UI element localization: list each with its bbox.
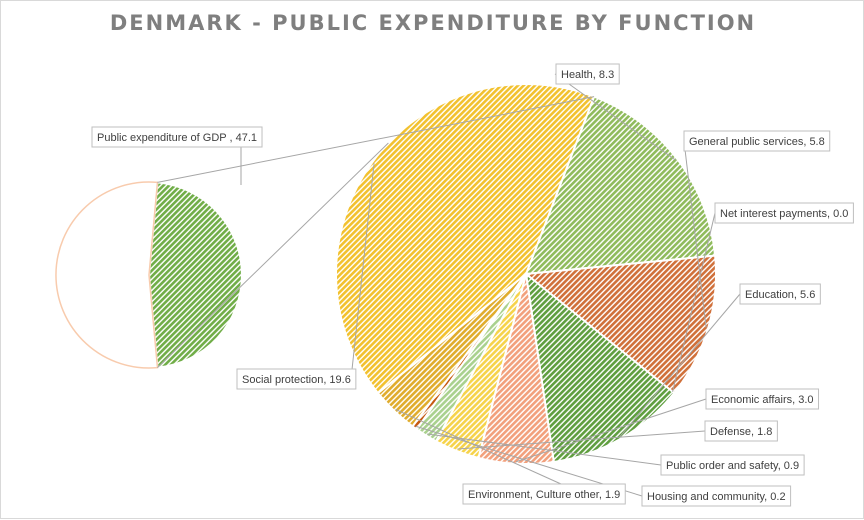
svg-text:Health, 8.3: Health, 8.3 (561, 69, 614, 81)
svg-text:Public expenditure of GDP , 47: Public expenditure of GDP , 47.1 (97, 132, 257, 144)
data-label-economic-affairs: Economic affairs, 3.0 (515, 388, 820, 463)
main-pie-slice-public-expenditure-of-gdp (147, 181, 243, 369)
data-label-general-public-services: General public services, 5.8 (683, 130, 831, 328)
svg-text:Defense, 1.8: Defense, 1.8 (710, 426, 772, 438)
svg-text:Education, 5.6: Education, 5.6 (745, 289, 815, 301)
data-label-public-order-and-safety: Public order and safety, 0.9 (427, 433, 805, 476)
svg-text:Environment, Culture other, 1.: Environment, Culture other, 1.9 (468, 489, 620, 501)
data-label-defense: Defense, 1.8 (457, 420, 778, 450)
data-label-public-expenditure: Public expenditure of GDP , 47.1 (91, 126, 263, 185)
svg-text:General public services, 5.8: General public services, 5.8 (689, 136, 825, 148)
data-label-health: Health, 8.3 (554, 63, 676, 161)
breakdown-slice-education (524, 271, 676, 464)
breakdown-slice-health (524, 95, 717, 276)
chart-title: DENMARK - PUBLIC EXPENDITURE BY FUNCTION (109, 11, 757, 35)
data-label-social-protection: Social protection, 19.6 (236, 163, 375, 390)
data-label-net-interest-payments: Net interest payments, 0.0 (672, 202, 854, 392)
svg-text:Social protection, 19.6: Social protection, 19.6 (242, 374, 351, 386)
svg-text:Economic affairs, 3.0: Economic affairs, 3.0 (711, 394, 814, 406)
breakdown-slice-social-protection (335, 83, 596, 395)
breakdown-slice-general-public-services (523, 254, 717, 395)
svg-text:Net interest payments, 0.0: Net interest payments, 0.0 (720, 208, 848, 220)
main-pie-slice-remainder (55, 181, 159, 369)
data-label-environment-culture-other: Environment, Culture other, 1.9 (395, 408, 626, 505)
series-line-bottom (157, 142, 389, 368)
series-line-top (157, 96, 595, 183)
svg-text:Public order and safety, 0.9: Public order and safety, 0.9 (666, 460, 799, 472)
data-label-education: Education, 5.6 (619, 283, 821, 438)
svg-text:Housing and community, 0.2: Housing and community, 0.2 (647, 491, 786, 503)
data-label-housing-and-community: Housing and community, 0.2 (415, 425, 792, 507)
